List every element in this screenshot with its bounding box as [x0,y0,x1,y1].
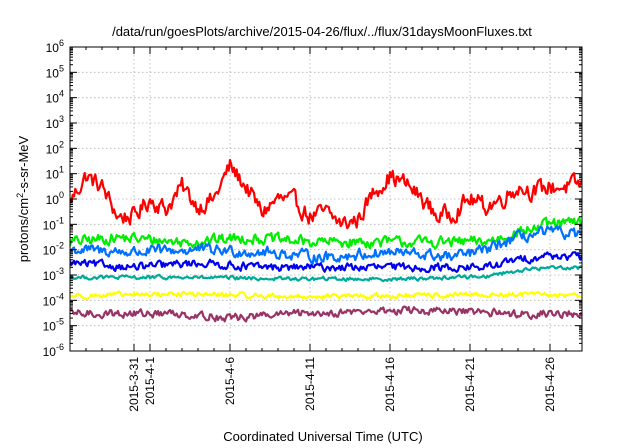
x-tick-label: 2015-4-16 [383,357,397,412]
y-tick-label-exponent: -1 [56,215,64,225]
y-tick-label-base: 10 [43,320,57,334]
chart-title: /data/run/goesPlots/archive/2015-04-26/f… [112,24,532,39]
x-axis-title: Coordinated Universal Time (UTC) [223,429,422,444]
y-tick-label-exponent: 1 [59,165,64,175]
x-tick-label: 2015-4-11 [303,357,317,411]
y-tick-label-exponent: 0 [59,190,64,200]
y-tick-label: 104 [46,89,64,106]
y-tick-label-exponent: 3 [59,114,64,124]
y-tick-label-base: 10 [46,92,60,106]
y-tick-label: 10-4 [43,291,64,308]
series-layer [70,158,582,323]
y-tick-label-exponent: -4 [56,291,64,301]
y-tick-label-exponent: -6 [56,342,64,352]
y-axis-title-suffix: -s-sr-MeV [16,135,31,192]
series-line-3 [70,225,582,265]
y-tick-label-exponent: 6 [59,38,64,48]
series-line-1 [70,158,582,230]
y-tick-label: 106 [46,38,64,55]
y-tick-label: 102 [46,139,64,156]
x-tick-label: 2015-3-31 [127,357,141,412]
y-tick-label-base: 10 [46,66,60,80]
y-tick-label: 10-3 [43,266,64,283]
axis-ticks: 10-610-510-410-310-210-11001011021031041… [43,38,583,412]
y-tick-label-base: 10 [43,244,57,258]
y-tick-label-base: 10 [43,345,57,359]
y-tick-label-exponent: 5 [59,63,64,73]
x-tick-label: 2015-4-6 [223,357,237,405]
y-tick-label: 10-6 [43,342,64,359]
x-tick-label: 2015-4-1 [143,357,157,405]
y-tick-label: 10-1 [43,215,64,232]
y-tick-label-base: 10 [46,41,60,55]
series-line-4 [70,251,582,274]
y-tick-label: 100 [46,190,64,207]
grid-lines [70,47,582,351]
y-tick-label-base: 10 [46,142,60,156]
y-axis-title: protons/cm2-s-sr-MeV [15,135,31,262]
x-tick-label: 2015-4-21 [463,357,477,412]
y-tick-label: 103 [46,114,64,131]
y-tick-label-exponent: 4 [59,89,64,99]
y-tick-label-base: 10 [43,218,57,232]
y-axis-title-superscript: 2 [15,193,25,198]
y-tick-label-exponent: -3 [56,266,64,276]
y-axis-title-main: protons/cm [16,198,31,262]
y-tick-label: 105 [46,63,64,80]
y-tick-label-base: 10 [46,168,60,182]
y-tick-label: 101 [46,165,64,182]
y-tick-label-base: 10 [46,193,60,207]
series-line-7 [70,305,582,323]
y-tick-label-base: 10 [43,294,57,308]
x-tick-label: 2015-4-26 [543,357,557,412]
series-line-2 [70,216,582,250]
plot-area [70,158,582,323]
series-line-6 [70,290,582,300]
y-tick-label: 10-2 [43,241,64,258]
y-tick-label-exponent: -2 [56,241,64,251]
y-tick-label-exponent: 2 [59,139,64,149]
y-tick-label-base: 10 [43,269,57,283]
y-tick-label: 10-5 [43,317,64,334]
y-tick-label-base: 10 [46,117,60,131]
series-line-5 [70,264,582,283]
y-tick-label-exponent: -5 [56,317,64,327]
